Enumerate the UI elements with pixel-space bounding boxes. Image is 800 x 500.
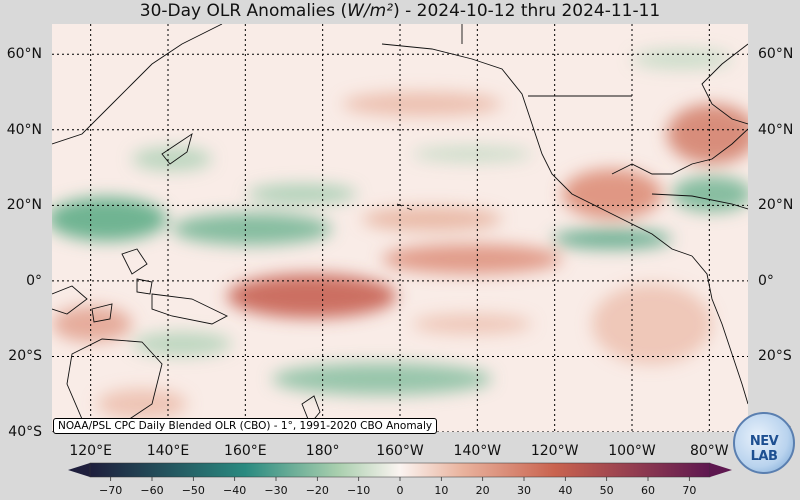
title-unit: W/m² (347, 1, 394, 21)
anomaly-pos-east-us (667, 104, 748, 164)
anomaly-pos-aleutian (342, 92, 502, 116)
lat-label-left: 20°S (8, 348, 42, 365)
coastlines (52, 24, 748, 425)
colorbar-tick-label: 60 (641, 484, 655, 497)
anomaly-neg-north-pacific (412, 146, 532, 162)
lon-label: 80°W (689, 443, 729, 459)
coast-north-america-west (381, 43, 693, 257)
lat-label-right: 20°N (758, 197, 794, 214)
anomaly-neg-japan (132, 147, 212, 171)
lon-label: 160°E (224, 443, 267, 459)
data-source-note: NOAA/PSL CPC Daily Blended OLR (CBO) - 1… (53, 418, 438, 434)
anomaly-pos-equatorial (227, 274, 397, 318)
lat-label-left: 0° (26, 272, 42, 289)
colorbar-tick-label: −70 (99, 484, 123, 497)
lon-label: 180° (305, 443, 340, 459)
map-panel (52, 24, 748, 432)
lat-label-right: 0° (758, 272, 774, 289)
anomaly-pos-mexico (562, 169, 662, 219)
coast-luzon (121, 248, 148, 275)
anomaly-pos-australia (97, 389, 187, 419)
colorbar-tick-label: 20 (475, 484, 490, 497)
coast-cuba (651, 193, 748, 210)
lat-label-left: 20°N (6, 197, 42, 214)
nevlab-logo: NEV LAB (733, 412, 795, 474)
coast-new-zealand (301, 395, 321, 425)
colorbar-tick-label: 70 (682, 484, 697, 497)
anomaly-field (52, 49, 748, 419)
anomaly-pos-indonesia (52, 306, 132, 342)
lon-label: 120°E (69, 443, 112, 459)
coast-australia (66, 338, 163, 425)
colorbar-tick-label: −20 (305, 484, 329, 497)
olr-anomaly-map (52, 24, 748, 432)
lon-label: 140°E (146, 443, 190, 459)
anomaly-neg-south-pacific (272, 363, 492, 395)
lat-label-right: 40°N (758, 121, 794, 138)
colorbar-tick-label: −40 (223, 484, 247, 497)
coast-east-asia (52, 24, 223, 145)
lat-label-left: 60°N (6, 46, 42, 63)
anomaly-neg-west-pacific (172, 213, 332, 245)
chart-title: 30-Day OLR Anomalies (W/m²) - 2024-10-12… (0, 0, 800, 24)
colorbar-tick-label: 40 (558, 484, 573, 497)
title-suffix: ) - 2024-10-12 thru 2024-11-11 (393, 1, 661, 21)
anomaly-pos-subtropics (362, 207, 502, 231)
colorbar-tick-label: −30 (264, 484, 288, 497)
anomaly-pos-south-equatorial (412, 314, 532, 334)
lon-label: 140°W (453, 443, 502, 459)
colorbar-tick-label: −50 (181, 484, 205, 497)
colorbar-ticks (110, 477, 690, 481)
colorbar (68, 462, 732, 481)
coast-sulawesi (91, 303, 113, 323)
colorbar-max-arrow (710, 463, 732, 477)
lat-label-right: 60°N (758, 46, 794, 63)
lon-label: 120°W (530, 443, 579, 459)
colorbar-tick-label: 0 (396, 484, 404, 497)
title-prefix: 30-Day OLR Anomalies ( (139, 1, 348, 21)
anomaly-neg-philippines (52, 197, 167, 241)
lon-label: 160°W (376, 443, 424, 459)
colorbar-tick-label: 30 (517, 484, 531, 497)
colorbar-tick-label: −60 (140, 484, 164, 497)
anomaly-neg-east-pacific (552, 229, 672, 249)
colorbar-min-arrow (68, 463, 90, 477)
coast-gulf-mexico (611, 128, 748, 175)
anomaly-neg-central-band (247, 184, 357, 204)
lat-label-left: 40°N (6, 121, 42, 138)
graticule (52, 24, 748, 432)
coast-new-guinea (151, 293, 228, 325)
coast-borneo (52, 285, 88, 315)
logo-text: NEV LAB (749, 434, 779, 464)
anomaly-pos-south-america (592, 284, 712, 364)
anomaly-neg-coral-sea (132, 332, 232, 356)
coast-japan (161, 132, 193, 165)
coast-north-america-east (701, 43, 748, 125)
coast-hawaii-2 (406, 207, 413, 211)
colorbar-tick-label: 50 (599, 484, 614, 497)
lon-label: 100°W (608, 443, 656, 459)
colorbar-tick-label: 10 (434, 484, 449, 497)
colorbar-tick-label: −10 (347, 484, 371, 497)
coast-south-america-west (691, 255, 748, 405)
colorbar-gradient (89, 462, 711, 478)
lat-label-left: 40°S (8, 424, 42, 440)
anomaly-pos-itcz (382, 244, 562, 274)
lat-label-right: 20°S (758, 348, 792, 365)
anomaly-neg-canada (632, 49, 732, 69)
